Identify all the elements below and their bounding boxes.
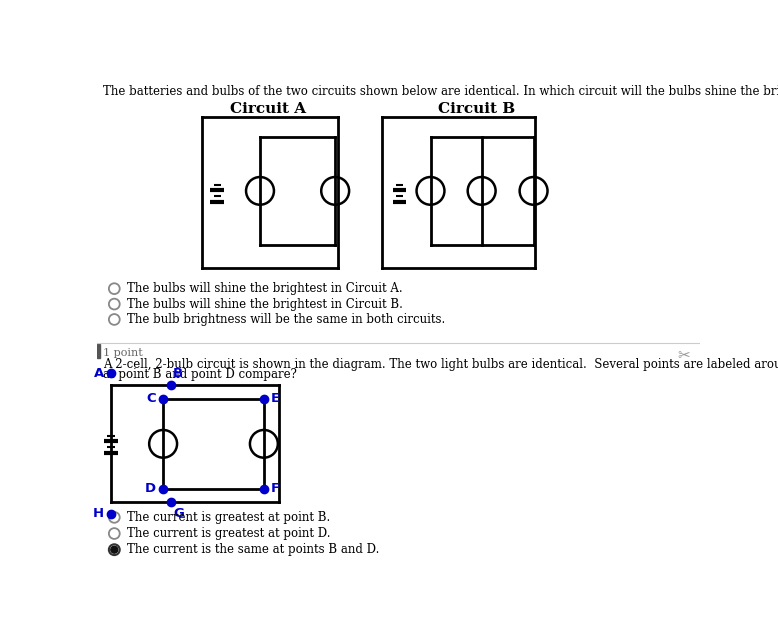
- Text: The current is greatest at point D.: The current is greatest at point D.: [127, 527, 330, 540]
- Text: 1 point: 1 point: [103, 348, 143, 358]
- Circle shape: [110, 546, 117, 553]
- Text: The current is greatest at point B.: The current is greatest at point B.: [127, 511, 330, 524]
- Text: Circuit A: Circuit A: [230, 103, 306, 116]
- Text: A: A: [94, 367, 104, 380]
- Text: H: H: [93, 507, 104, 520]
- Text: The batteries and bulbs of the two circuits shown below are identical. In which : The batteries and bulbs of the two circu…: [103, 85, 778, 97]
- Text: E: E: [271, 392, 280, 405]
- Text: Circuit B: Circuit B: [438, 103, 516, 116]
- Text: The bulb brightness will be the same in both circuits.: The bulb brightness will be the same in …: [127, 313, 445, 326]
- Text: C: C: [146, 392, 156, 405]
- Text: The current is the same at points B and D.: The current is the same at points B and …: [127, 543, 379, 556]
- Bar: [97, 344, 100, 358]
- Text: F: F: [271, 483, 280, 495]
- Text: The bulbs will shine the brightest in Circuit B.: The bulbs will shine the brightest in Ci…: [127, 297, 402, 311]
- Text: A 2-cell, 2-bulb circuit is shown in the diagram. The two light bulbs are identi: A 2-cell, 2-bulb circuit is shown in the…: [103, 358, 778, 371]
- Text: B: B: [173, 367, 184, 379]
- Text: D: D: [145, 483, 156, 495]
- Text: at point B and point D compare?: at point B and point D compare?: [103, 368, 297, 381]
- Text: G: G: [173, 507, 184, 520]
- Text: The bulbs will shine the brightest in Circuit A.: The bulbs will shine the brightest in Ci…: [127, 282, 402, 295]
- Text: ✂: ✂: [678, 348, 690, 363]
